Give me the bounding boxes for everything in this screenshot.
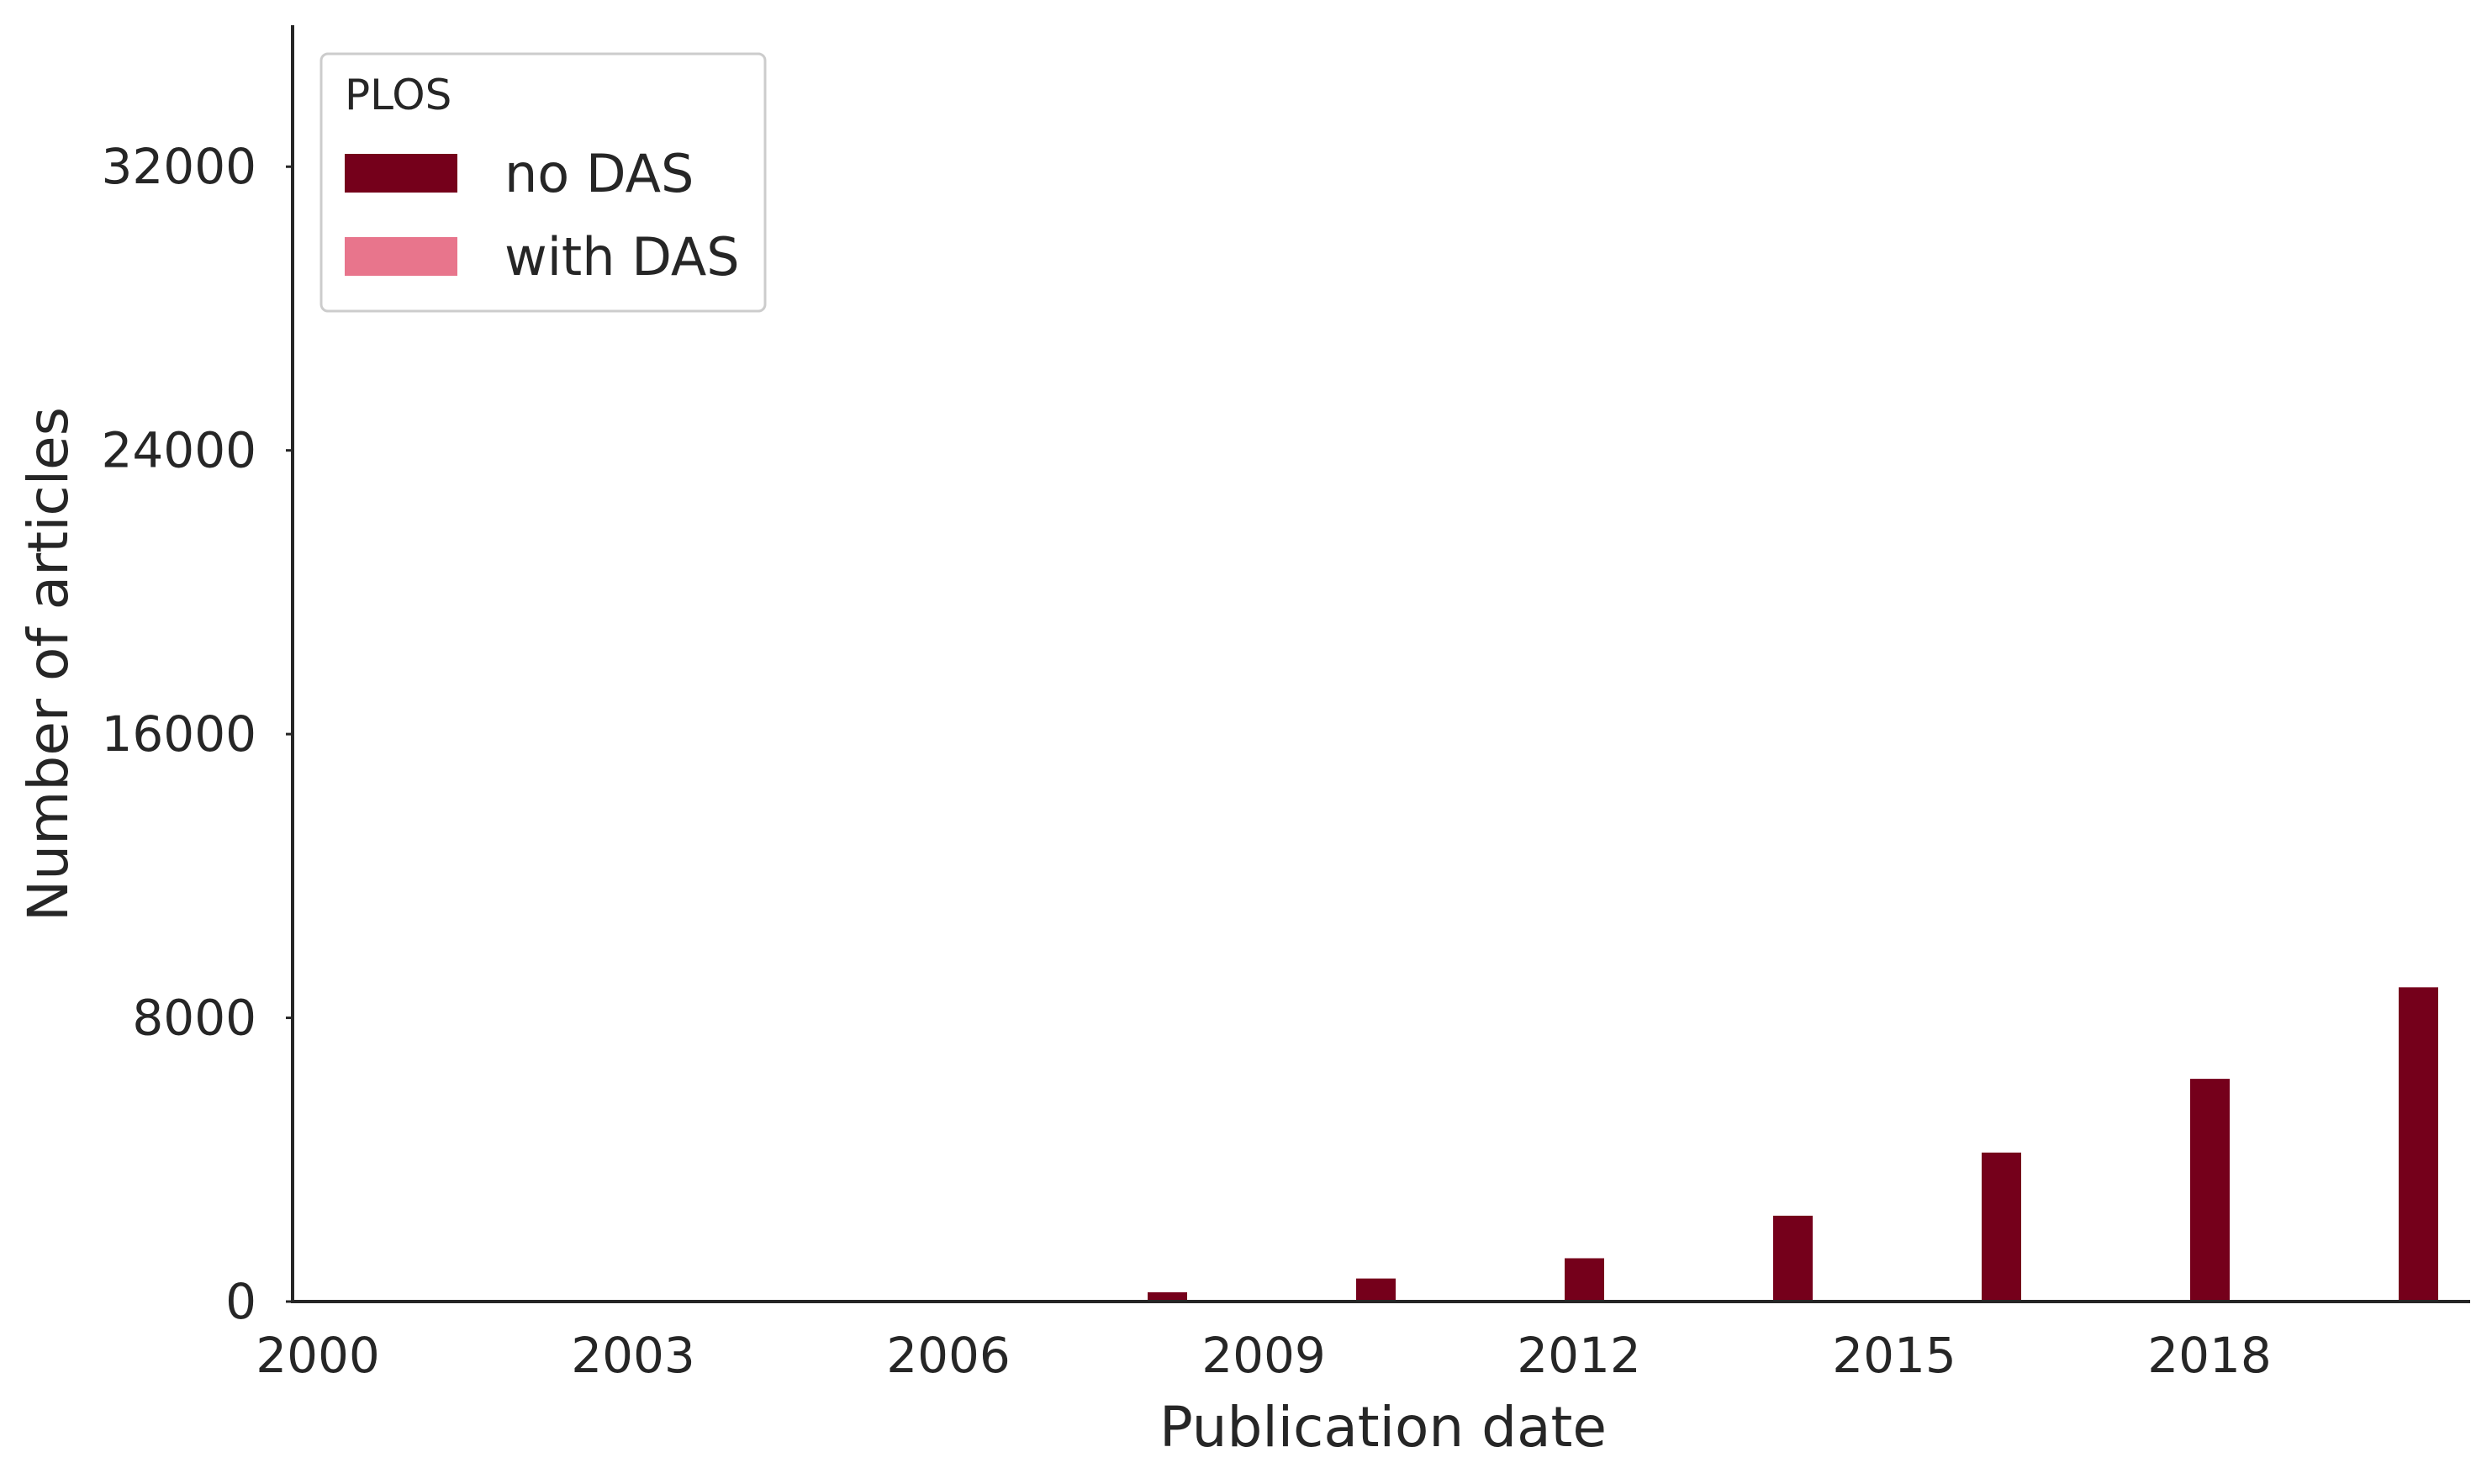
legend-swatch-with-das — [345, 237, 457, 276]
y-tick-labels: 0 8000 16000 24000 32000 — [101, 138, 293, 1330]
x-tick-label: 2009 — [1201, 1327, 1326, 1384]
bar-no-das-2009 — [2190, 1079, 2230, 1302]
y-tick-label: 8000 — [132, 990, 256, 1047]
y-tick-label: 16000 — [101, 705, 256, 763]
x-tick-label: 2006 — [886, 1327, 1011, 1384]
bar-no-das-2004 — [1148, 1292, 1187, 1302]
legend-swatch-no-das — [345, 154, 457, 193]
bar-no-das-2010 — [2399, 987, 2438, 1302]
bar-no-das-2007 — [1773, 1215, 1813, 1302]
x-tick-label: 2012 — [1517, 1327, 1641, 1384]
y-tick-label: 0 — [225, 1273, 256, 1330]
bars-layer — [1148, 987, 2438, 1302]
axes-layer — [291, 25, 2470, 1303]
legend-title: PLOS — [345, 71, 451, 119]
x-tick-label: 2015 — [1832, 1327, 1956, 1384]
x-tick-labels: 2000 2003 2006 2009 2012 2015 2018 — [256, 1327, 2272, 1384]
y-tick-label: 32000 — [101, 138, 256, 195]
bar-no-das-2006 — [1565, 1258, 1604, 1302]
legend-label-with-das: with DAS — [504, 226, 740, 288]
legend-label-no-das: no DAS — [504, 143, 694, 204]
y-axis-label: Number of articles — [16, 407, 81, 922]
bar-no-das-2005 — [1356, 1278, 1396, 1302]
x-tick-label: 2000 — [256, 1327, 380, 1384]
x-tick-label: 2018 — [2147, 1327, 2272, 1384]
x-axis-label: Publication date — [1159, 1395, 1607, 1460]
legend: PLOS no DAS with DAS — [319, 52, 767, 313]
bar-no-das-2008 — [1982, 1152, 2021, 1302]
y-tick-label: 24000 — [101, 422, 256, 479]
x-tick-label: 2003 — [571, 1327, 695, 1384]
